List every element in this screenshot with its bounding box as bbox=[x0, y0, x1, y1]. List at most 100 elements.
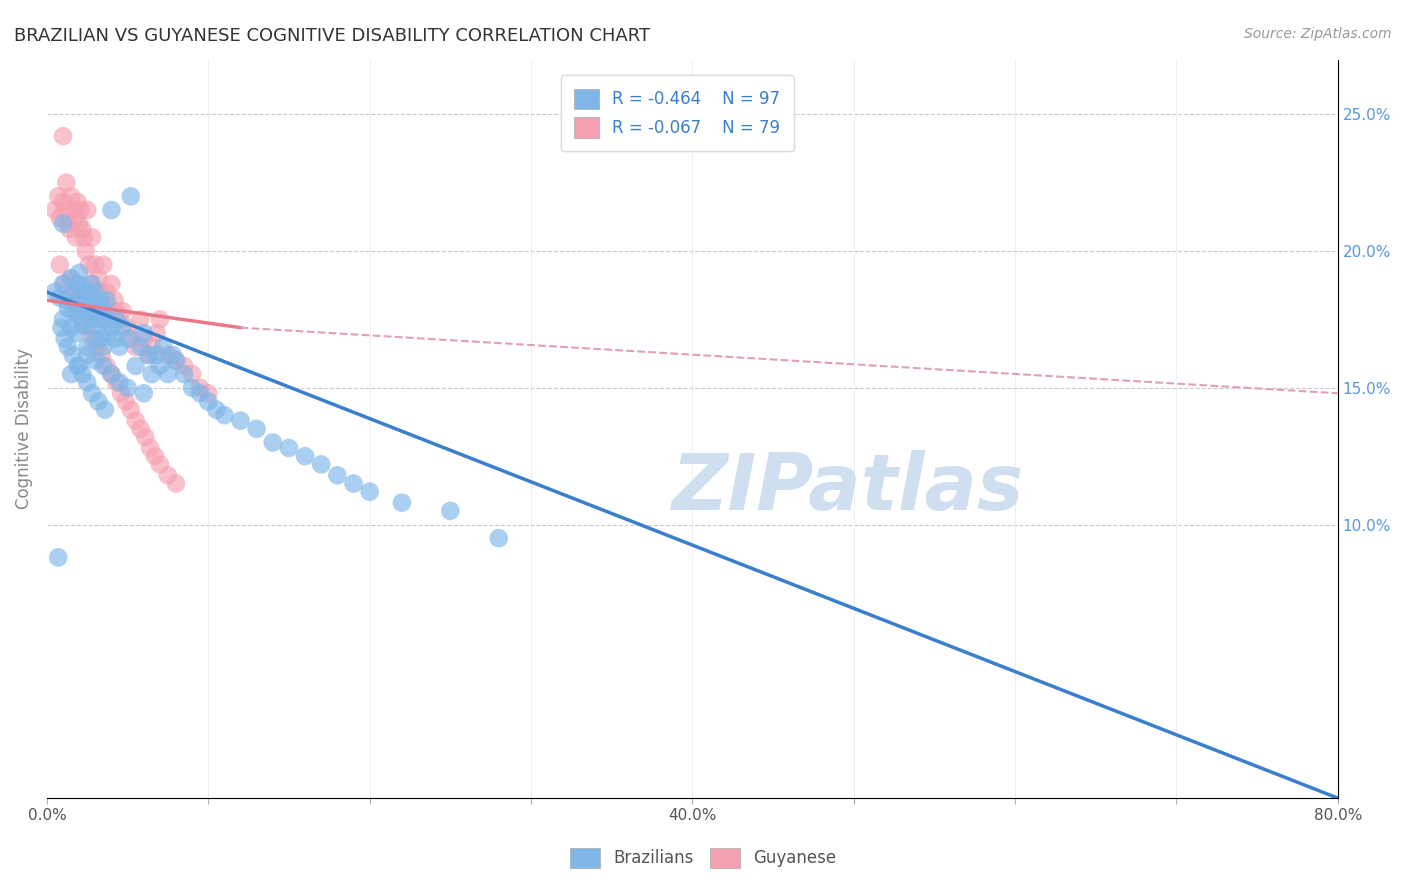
Point bbox=[60, 189, 83, 203]
Point bbox=[76, 348, 98, 362]
Point bbox=[67, 217, 90, 231]
Point bbox=[56, 285, 79, 299]
Point bbox=[93, 359, 115, 373]
Point bbox=[181, 367, 204, 381]
Point bbox=[76, 376, 98, 390]
Point bbox=[117, 381, 139, 395]
Point bbox=[65, 326, 87, 340]
Point bbox=[73, 230, 96, 244]
Point bbox=[72, 279, 94, 293]
Point bbox=[86, 340, 108, 354]
Point bbox=[197, 394, 219, 409]
Point bbox=[77, 299, 100, 313]
Point bbox=[111, 320, 134, 334]
Point bbox=[79, 312, 101, 326]
Point bbox=[87, 271, 110, 285]
Point bbox=[132, 386, 155, 401]
Text: ZIPatlas: ZIPatlas bbox=[671, 450, 1024, 526]
Point bbox=[108, 312, 131, 326]
Point bbox=[60, 367, 83, 381]
Point bbox=[145, 326, 167, 340]
Point bbox=[149, 458, 172, 472]
Point bbox=[139, 441, 162, 455]
Point bbox=[84, 285, 107, 299]
Point bbox=[49, 258, 72, 272]
Point bbox=[62, 293, 84, 308]
Point bbox=[53, 332, 76, 346]
Point bbox=[120, 402, 142, 417]
Point bbox=[72, 367, 94, 381]
Point bbox=[52, 129, 75, 144]
Point bbox=[84, 332, 107, 346]
Point bbox=[124, 359, 146, 373]
Point bbox=[53, 277, 76, 291]
Point bbox=[165, 353, 187, 368]
Point bbox=[56, 217, 79, 231]
Point bbox=[262, 435, 284, 450]
Point bbox=[108, 340, 131, 354]
Point bbox=[52, 194, 75, 209]
Point bbox=[89, 293, 111, 308]
Point bbox=[165, 476, 187, 491]
Point bbox=[488, 531, 510, 545]
Point bbox=[326, 468, 349, 483]
Point bbox=[73, 296, 96, 310]
Point bbox=[138, 348, 160, 362]
Point bbox=[65, 211, 87, 226]
Point bbox=[100, 277, 122, 291]
Point bbox=[52, 217, 75, 231]
Point bbox=[51, 320, 73, 334]
Point bbox=[75, 244, 97, 258]
Point bbox=[129, 422, 152, 436]
Point bbox=[46, 189, 69, 203]
Point bbox=[67, 266, 90, 280]
Point bbox=[77, 258, 100, 272]
Point bbox=[69, 202, 91, 217]
Point bbox=[141, 340, 163, 354]
Point bbox=[132, 326, 155, 340]
Point bbox=[76, 320, 98, 334]
Point bbox=[129, 312, 152, 326]
Text: BRAZILIAN VS GUYANESE COGNITIVE DISABILITY CORRELATION CHART: BRAZILIAN VS GUYANESE COGNITIVE DISABILI… bbox=[14, 27, 650, 45]
Y-axis label: Cognitive Disability: Cognitive Disability bbox=[15, 349, 32, 509]
Point bbox=[138, 348, 160, 362]
Point bbox=[105, 376, 128, 390]
Point bbox=[117, 320, 139, 334]
Point bbox=[97, 326, 120, 340]
Point bbox=[105, 312, 128, 326]
Point bbox=[67, 285, 90, 299]
Point bbox=[63, 202, 86, 217]
Point bbox=[76, 285, 98, 299]
Point bbox=[76, 293, 98, 308]
Point bbox=[104, 293, 127, 308]
Point bbox=[89, 285, 111, 299]
Point bbox=[72, 312, 94, 326]
Point bbox=[66, 194, 89, 209]
Point bbox=[60, 320, 83, 334]
Point bbox=[84, 304, 107, 318]
Point bbox=[65, 299, 87, 313]
Point bbox=[60, 271, 83, 285]
Text: Source: ZipAtlas.com: Source: ZipAtlas.com bbox=[1244, 27, 1392, 41]
Point bbox=[84, 353, 107, 368]
Point bbox=[94, 312, 117, 326]
Legend: Brazilians, Guyanese: Brazilians, Guyanese bbox=[562, 841, 844, 875]
Point bbox=[173, 367, 195, 381]
Legend: R = -0.464    N = 97, R = -0.067    N = 79: R = -0.464 N = 97, R = -0.067 N = 79 bbox=[561, 75, 794, 151]
Point bbox=[156, 348, 179, 362]
Point bbox=[67, 359, 90, 373]
Point bbox=[75, 304, 97, 318]
Point bbox=[49, 291, 72, 305]
Point bbox=[173, 359, 195, 373]
Point bbox=[132, 332, 155, 346]
Point bbox=[181, 381, 204, 395]
Point bbox=[90, 332, 112, 346]
Point bbox=[84, 258, 107, 272]
Point bbox=[156, 367, 179, 381]
Point bbox=[188, 381, 211, 395]
Point bbox=[309, 458, 332, 472]
Point bbox=[87, 394, 110, 409]
Point bbox=[104, 332, 127, 346]
Point bbox=[117, 332, 139, 346]
Point bbox=[124, 340, 146, 354]
